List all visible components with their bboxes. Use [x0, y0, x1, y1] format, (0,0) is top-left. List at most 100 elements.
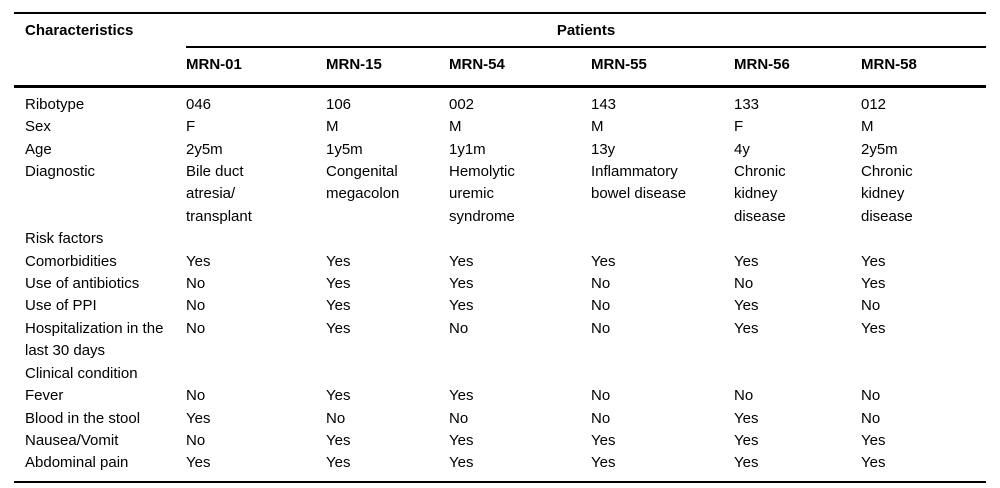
row-label: Blood in the stool	[25, 409, 141, 427]
cell-value: No	[861, 387, 881, 405]
table-body: Ribotype 046 106 002 143 133 012 Sex F M M M F M Age 2y…	[14, 86, 986, 481]
cell-value	[326, 228, 449, 250]
cell-value	[449, 228, 591, 250]
cell-value: 046	[186, 95, 212, 113]
cell-value: Yes	[449, 431, 474, 449]
cell-value: Yes	[449, 252, 474, 270]
cell-value: Inflammatory bowel disease	[591, 163, 687, 203]
cell-value: 106	[326, 95, 352, 113]
cell-value	[861, 228, 986, 250]
cell-value: No	[186, 319, 206, 337]
cell-value	[186, 363, 326, 385]
cell-value: Yes	[449, 275, 474, 293]
cell-value: Yes	[591, 431, 616, 449]
characteristics-header: Characteristics	[14, 13, 186, 88]
cell-value: No	[591, 319, 611, 337]
cell-value	[861, 363, 986, 385]
column-header-mrn-15: MRN-15	[326, 47, 449, 88]
row-label: Use of PPI	[25, 297, 97, 315]
cell-value: Yes	[734, 297, 759, 315]
row-label: Fever	[25, 387, 64, 405]
row-label: Sex	[25, 118, 51, 136]
cell-value: No	[734, 275, 754, 293]
row-label: Nausea/Vomit	[25, 431, 119, 449]
cell-value: 143	[591, 95, 617, 113]
cell-value: Yes	[449, 387, 474, 405]
row-label: Abdominal pain	[25, 454, 129, 472]
column-header-row: MRN-01 MRN-15 MRN-54 MRN-55 MRN-56 MRN-58	[14, 47, 986, 88]
cell-value: 2y5m	[861, 140, 898, 158]
row-label: Use of antibiotics	[25, 275, 140, 293]
cell-value: 13y	[591, 140, 616, 158]
patients-group-header: Patients	[186, 13, 986, 49]
table-header: Characteristics Patients MRN-01 MRN-15 MRN…	[14, 13, 986, 88]
row-label: Ribotype	[25, 95, 85, 113]
cell-value: 002	[449, 95, 475, 113]
cell-value: Yes	[186, 252, 211, 270]
cell-value: No	[591, 297, 611, 315]
column-header-mrn-01: MRN-01	[186, 47, 326, 88]
cell-value: 2y5m	[186, 140, 223, 158]
row-label: Risk factors	[25, 230, 104, 248]
cell-value: Congenital megacolon	[326, 163, 400, 203]
cell-value: Yes	[326, 454, 351, 472]
cell-value: Chronic kidney disease	[734, 163, 786, 225]
cell-value: Yes	[861, 454, 886, 472]
cell-value: 1y1m	[449, 140, 486, 158]
cell-value: F	[186, 118, 196, 136]
cell-value: Bile duct atresia/ transplant	[186, 163, 252, 225]
column-header-mrn-58: MRN-58	[861, 47, 986, 88]
table-row-comorbidities: Comorbidities Yes Yes Yes Yes Yes Yes	[14, 251, 986, 273]
column-header-mrn-54: MRN-54	[449, 47, 591, 88]
cell-value: No	[449, 319, 469, 337]
cell-value	[186, 228, 326, 250]
cell-value: Yes	[861, 319, 886, 337]
column-header-mrn-56: MRN-56	[734, 47, 861, 88]
cell-value: Yes	[186, 454, 211, 472]
cell-value: Yes	[326, 275, 351, 293]
cell-value: Yes	[326, 431, 351, 449]
cell-value: M	[449, 118, 462, 136]
table-row-fever: Fever No Yes Yes No No No	[14, 385, 986, 407]
cell-value: No	[591, 387, 611, 405]
cell-value: No	[861, 409, 881, 427]
cell-value: Yes	[734, 431, 759, 449]
cell-value: 4y	[734, 140, 750, 158]
cell-value: Yes	[591, 454, 616, 472]
table-row-sex: Sex F M M M F M	[14, 116, 986, 138]
cell-value: Yes	[326, 319, 351, 337]
cell-value: No	[186, 431, 206, 449]
cell-value	[734, 363, 861, 385]
cell-value: M	[326, 118, 339, 136]
cell-value: Yes	[861, 431, 886, 449]
table-row-diagnostic: Diagnostic Bile duct atresia/ transplant C…	[14, 161, 986, 228]
cell-value: M	[861, 118, 874, 136]
cell-value	[591, 228, 734, 250]
row-label: Diagnostic	[25, 163, 96, 181]
column-header-mrn-55: MRN-55	[591, 47, 734, 88]
table-row-ribotype: Ribotype 046 106 002 143 133 012	[14, 86, 986, 116]
row-label: Comorbidities	[25, 252, 117, 270]
cell-value: No	[326, 409, 346, 427]
cell-value: F	[734, 118, 744, 136]
cell-value: Yes	[591, 252, 616, 270]
cell-value: Yes	[449, 454, 474, 472]
table-row-hospitalization-in-the-last-30-days: Hospitalization in the last 30 days No Yes…	[14, 318, 986, 363]
cell-value	[326, 363, 449, 385]
cell-value: No	[186, 275, 206, 293]
cell-value: Yes	[326, 252, 351, 270]
cell-value: Yes	[326, 387, 351, 405]
cell-value: No	[449, 409, 469, 427]
cell-value: Yes	[449, 297, 474, 315]
cell-value: Yes	[734, 252, 759, 270]
cell-value: Yes	[861, 275, 886, 293]
table-row-use-of-ppi: Use of PPI No Yes Yes No Yes No	[14, 295, 986, 317]
cell-value: 012	[861, 95, 887, 113]
table-row-use-of-antibiotics: Use of antibiotics No Yes Yes No No Yes	[14, 273, 986, 295]
table-row-blood-in-the-stool: Blood in the stool Yes No No No Yes No	[14, 408, 986, 430]
table-row-abdominal-pain: Abdominal pain Yes Yes Yes Yes Yes Yes	[14, 452, 986, 481]
cell-value: Yes	[326, 297, 351, 315]
section-row-clinical-condition: Clinical condition	[14, 363, 986, 385]
cell-value: Yes	[861, 252, 886, 270]
